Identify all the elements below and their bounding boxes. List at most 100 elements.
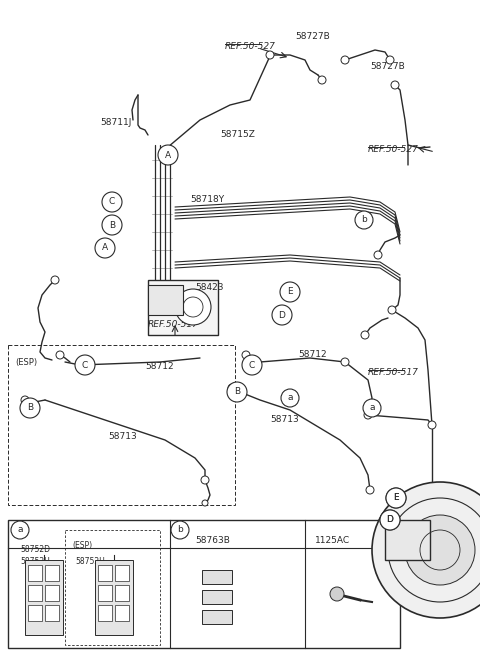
Text: (ESP): (ESP)	[72, 541, 92, 550]
Text: 58727B: 58727B	[295, 32, 330, 41]
Text: 58752H: 58752H	[75, 557, 105, 566]
Text: B: B	[27, 403, 33, 413]
Text: 58763B: 58763B	[195, 536, 230, 545]
Text: a: a	[369, 403, 375, 413]
Circle shape	[380, 510, 400, 530]
Text: b: b	[177, 525, 183, 535]
Text: 58713: 58713	[108, 432, 137, 441]
Text: E: E	[287, 287, 293, 297]
Circle shape	[11, 521, 29, 539]
Bar	[98, 605, 112, 621]
Bar	[28, 605, 42, 621]
Bar	[148, 280, 218, 335]
Text: C: C	[82, 361, 88, 369]
Bar	[8, 520, 400, 648]
Circle shape	[361, 331, 369, 339]
Circle shape	[341, 56, 349, 64]
Bar	[45, 605, 59, 621]
Circle shape	[272, 305, 292, 325]
Text: A: A	[102, 243, 108, 253]
Bar	[115, 605, 129, 621]
Circle shape	[227, 382, 247, 402]
Circle shape	[280, 282, 300, 302]
Circle shape	[56, 351, 64, 359]
Circle shape	[405, 515, 475, 585]
Circle shape	[51, 276, 59, 284]
Bar	[28, 565, 42, 581]
Circle shape	[266, 51, 274, 59]
Circle shape	[201, 476, 209, 484]
Text: D: D	[386, 516, 394, 525]
Circle shape	[75, 355, 95, 375]
Circle shape	[171, 521, 189, 539]
Circle shape	[366, 486, 374, 494]
Text: 58712: 58712	[298, 350, 326, 359]
Text: 58711J: 58711J	[100, 118, 132, 127]
Bar	[385, 520, 430, 560]
Circle shape	[242, 355, 262, 375]
Text: E: E	[393, 493, 399, 502]
Circle shape	[202, 500, 208, 506]
Text: 58718Y: 58718Y	[190, 195, 224, 204]
Bar	[115, 585, 129, 601]
Circle shape	[20, 398, 40, 418]
Circle shape	[372, 482, 480, 618]
Bar	[8, 345, 235, 505]
Text: B: B	[234, 388, 240, 396]
Circle shape	[318, 76, 326, 84]
Text: C: C	[249, 361, 255, 369]
Circle shape	[341, 358, 349, 366]
Text: a: a	[287, 394, 293, 403]
Text: REF.50-517: REF.50-517	[148, 320, 199, 329]
Circle shape	[102, 215, 122, 235]
Text: 58752H: 58752H	[20, 557, 50, 566]
Circle shape	[374, 251, 382, 259]
Text: a: a	[17, 525, 23, 535]
Bar	[45, 585, 59, 601]
Circle shape	[175, 289, 211, 325]
Text: 58713: 58713	[270, 415, 299, 424]
Circle shape	[428, 421, 436, 429]
Bar	[45, 565, 59, 581]
Circle shape	[380, 510, 400, 530]
Text: 58712: 58712	[145, 362, 174, 371]
Circle shape	[364, 411, 372, 419]
Bar	[95, 560, 133, 635]
Circle shape	[281, 389, 299, 407]
Circle shape	[388, 306, 396, 314]
Circle shape	[386, 488, 406, 508]
Circle shape	[21, 396, 29, 404]
Text: b: b	[361, 216, 367, 224]
Circle shape	[95, 238, 115, 258]
Bar	[25, 560, 63, 635]
Bar	[65, 530, 160, 645]
Bar	[202, 610, 232, 624]
Text: 58423: 58423	[195, 283, 224, 292]
Circle shape	[386, 56, 394, 64]
Text: 58715Z: 58715Z	[220, 130, 255, 139]
Bar	[28, 585, 42, 601]
Text: 58752D: 58752D	[20, 545, 50, 554]
Text: B: B	[109, 220, 115, 230]
Bar	[202, 590, 232, 604]
Circle shape	[228, 384, 236, 392]
Text: REF.50-527: REF.50-527	[225, 42, 276, 51]
Bar	[115, 565, 129, 581]
Circle shape	[102, 192, 122, 212]
Text: REF.50-527: REF.50-527	[368, 145, 419, 154]
Bar	[202, 570, 232, 584]
Circle shape	[242, 351, 250, 359]
Text: D: D	[386, 516, 394, 525]
Circle shape	[158, 145, 178, 165]
Text: D: D	[278, 310, 286, 319]
Text: E: E	[393, 493, 399, 502]
Text: REF.50-517: REF.50-517	[368, 368, 419, 377]
Text: 58727B: 58727B	[370, 62, 405, 71]
Text: (ESP): (ESP)	[15, 358, 37, 367]
Bar	[148, 285, 183, 315]
Text: 1125AC: 1125AC	[315, 536, 350, 545]
Circle shape	[363, 399, 381, 417]
Circle shape	[355, 211, 373, 229]
Circle shape	[391, 81, 399, 89]
Circle shape	[330, 587, 344, 601]
